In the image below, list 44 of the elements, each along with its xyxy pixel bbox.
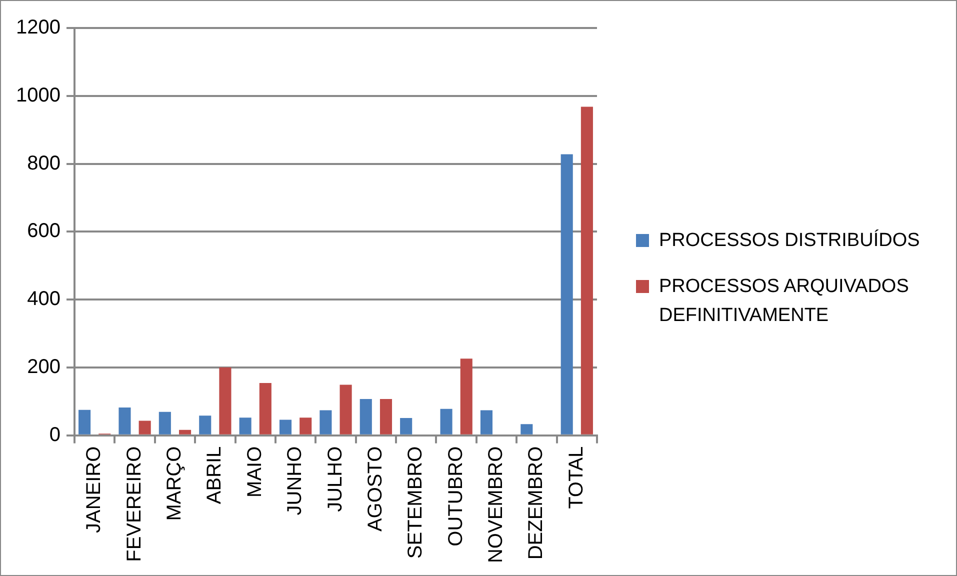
x-tick-label: OUTUBRO	[444, 446, 467, 546]
legend-label: PROCESSOS ARQUIVADOS DEFINITIVAMENTE	[659, 275, 910, 328]
bar	[300, 418, 312, 434]
bar	[279, 420, 292, 434]
bar	[560, 154, 573, 434]
bar	[178, 430, 192, 434]
bar	[580, 106, 593, 434]
legend-label: PROCESSOS DISTRIBUÍDOS	[659, 228, 920, 253]
x-tick-label: DEZEMBRO	[525, 446, 548, 560]
y-tick-label: 1200	[16, 16, 60, 39]
x-tick-label: ABRIL	[204, 446, 226, 504]
bar	[480, 410, 492, 434]
x-tick-label: FEVEREIRO	[123, 446, 146, 562]
y-tick-label: 800	[27, 152, 60, 174]
x-tick-label: AGOSTO	[364, 446, 386, 532]
bar	[78, 410, 91, 434]
bar	[158, 412, 171, 434]
bar	[138, 420, 151, 434]
y-tick-label: 1000	[16, 84, 60, 106]
x-tick-label: JULHO	[324, 446, 346, 512]
y-tick-label: 600	[27, 220, 60, 242]
x-tick-label: SETEMBRO	[404, 446, 427, 559]
bar	[118, 407, 131, 434]
bar	[440, 408, 452, 434]
x-tick-label: TOTAL	[565, 446, 588, 509]
bar	[320, 410, 332, 434]
bar	[259, 383, 272, 434]
bar	[380, 399, 392, 434]
bar	[219, 367, 232, 434]
bar	[340, 384, 352, 434]
x-tick-label: NOVEMBRO	[485, 446, 508, 564]
y-tick-label: 400	[27, 288, 60, 310]
x-tick-label: JUNHO	[284, 446, 306, 516]
bar	[460, 358, 472, 434]
bar	[520, 424, 533, 434]
y-tick-label: 0	[49, 424, 60, 446]
bar	[360, 399, 372, 434]
bar	[400, 418, 412, 434]
x-tick-label: MARÇO	[163, 446, 186, 521]
y-tick-label: 200	[27, 356, 60, 378]
bar	[239, 418, 252, 434]
x-tick-label: MAIO	[244, 446, 266, 498]
x-tick-label: JANEIRO	[83, 446, 106, 534]
bar	[199, 416, 212, 434]
